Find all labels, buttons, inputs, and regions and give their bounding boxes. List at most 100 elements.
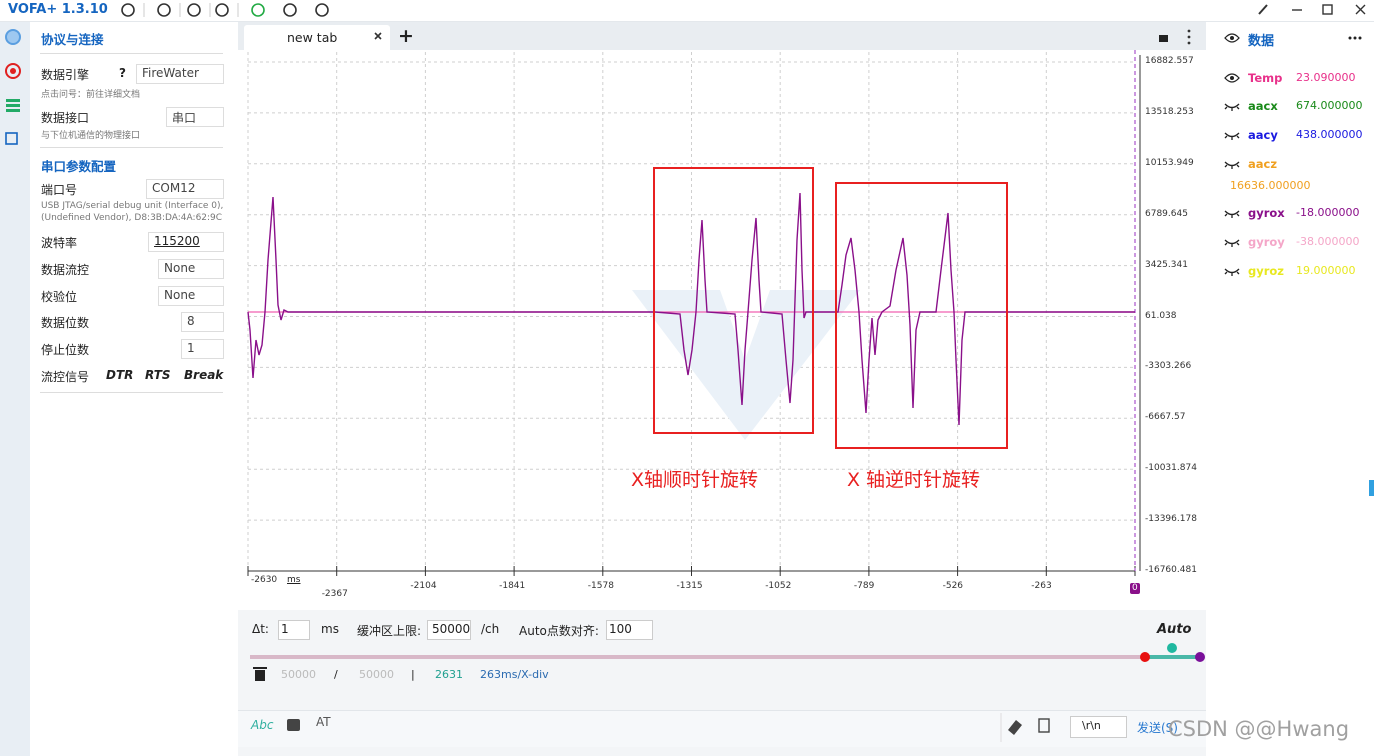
panel-menu <box>1358 36 1362 40</box>
y-tick-label: 6789.645 <box>1145 208 1188 219</box>
field-label: 波特率 <box>41 236 78 250</box>
send-bar <box>238 710 1206 747</box>
x-tick-label: -2104 <box>410 581 437 591</box>
waveform <box>247 192 1135 426</box>
y-tick-label: -6667.57 <box>1145 412 1186 423</box>
y-tick-label: -10031.874 <box>1145 463 1197 474</box>
channel-name[interactable]: gyroz <box>1248 264 1284 278</box>
dropdown-value[interactable]: 8 <box>187 314 195 328</box>
channel-value: -38.000000 <box>1296 235 1360 248</box>
panel-menu <box>1353 36 1357 40</box>
dropdown-value[interactable]: None <box>164 261 196 275</box>
dropdown[interactable] <box>181 312 224 332</box>
field-hint: (Undefined Vendor), D8:3B:DA:4A:62:9C <box>41 213 223 223</box>
spinbox-value[interactable]: 100 <box>609 622 632 636</box>
toolbar-icon <box>121 3 135 17</box>
textbox[interactable] <box>427 620 471 640</box>
channel-name[interactable]: aacy <box>1248 128 1278 142</box>
flow-signal-button[interactable]: Break <box>184 368 224 382</box>
dropdown[interactable] <box>158 259 224 279</box>
dropdown-value[interactable]: COM12 <box>152 181 196 195</box>
add-tab-button[interactable]: + <box>398 25 414 47</box>
x-tick-label: -1052 <box>765 581 792 591</box>
dropdown[interactable] <box>181 339 224 359</box>
y-tick-label: -13396.178 <box>1145 514 1197 525</box>
watermark: CSDN @@Hwang <box>1168 717 1350 741</box>
dropdown[interactable] <box>136 64 224 84</box>
dropdown-value[interactable]: FireWater <box>142 66 199 80</box>
watermark-shape <box>632 290 860 440</box>
settings-panel <box>30 22 236 756</box>
rail-record-dot <box>10 68 16 74</box>
tab-bar <box>238 22 1206 50</box>
divider <box>40 53 223 54</box>
x-tick-label: -2367 <box>321 589 348 599</box>
separator: / <box>334 668 338 681</box>
lock-icon <box>1159 35 1168 42</box>
channel-name[interactable]: gyrox <box>1248 206 1285 220</box>
textbox-value[interactable]: 50000 <box>432 622 471 636</box>
send-button[interactable]: 发送(S) <box>1137 721 1178 735</box>
dropdown[interactable] <box>148 232 224 252</box>
toolbar-icon <box>251 3 265 17</box>
range-start <box>1140 652 1150 662</box>
clear-button <box>255 670 265 681</box>
channel-name[interactable]: gyroy <box>1248 235 1285 249</box>
channel-name[interactable]: Temp <box>1248 71 1283 85</box>
send-mode-button[interactable]: Abc <box>251 718 274 732</box>
pin-button <box>1258 4 1268 15</box>
toolbar-icon <box>157 3 171 17</box>
dropdown-value[interactable]: None <box>164 288 196 302</box>
field-label: 流控信号 <box>41 370 90 384</box>
annotation: X 轴逆时针旋转 <box>847 469 981 491</box>
auto-button[interactable]: Auto <box>1157 622 1192 637</box>
annotation-box <box>835 182 1008 449</box>
channel-name[interactable]: aacx <box>1248 99 1278 113</box>
eye-closed-icon <box>1224 210 1240 218</box>
eol-dropdown[interactable] <box>1070 716 1127 738</box>
eye-open-icon <box>1224 73 1240 83</box>
send-file-icon <box>287 719 300 731</box>
eye-open-icon <box>1224 33 1240 43</box>
x-tick-label: -1578 <box>587 581 614 591</box>
rail-list <box>6 99 20 102</box>
help-button[interactable]: ? <box>119 66 126 80</box>
send-input[interactable]: AT <box>316 715 331 729</box>
buffer-used: 50000 <box>281 668 316 681</box>
erase-icon <box>1008 720 1022 735</box>
x-tick-label: 0 <box>1132 583 1138 593</box>
rail-windows <box>5 132 18 145</box>
dropdown-value[interactable]: 115200 <box>154 234 200 248</box>
tab[interactable] <box>244 25 390 50</box>
dropdown[interactable] <box>158 286 224 306</box>
flow-signal-button[interactable]: DTR <box>106 368 134 382</box>
eol-value[interactable]: \r\n <box>1082 719 1101 732</box>
spinbox-value[interactable]: 1 <box>281 622 289 636</box>
dropdown-value[interactable]: 1 <box>187 341 195 355</box>
app-title: VOFA+ 1.3.10 <box>8 2 108 17</box>
rail-list <box>6 109 20 112</box>
dropdown[interactable] <box>166 107 224 127</box>
y-tick-label: 61.038 <box>1145 310 1177 321</box>
channel-value: 23.090000 <box>1296 71 1356 84</box>
field-hint: 点击问号：前往详细文档 <box>41 90 141 100</box>
point-count: 2631 <box>435 668 463 681</box>
dropdown[interactable] <box>146 179 224 199</box>
panel-menu <box>1348 36 1352 40</box>
y-tick-label: -16760.481 <box>1145 565 1197 575</box>
channel-name[interactable]: aacz <box>1248 157 1278 171</box>
tab-menu <box>1187 29 1191 33</box>
title-bar <box>0 0 1374 22</box>
rail-connect <box>5 29 21 45</box>
control-label: Δt: <box>252 622 269 636</box>
tab-title[interactable]: new tab <box>287 30 338 45</box>
dropdown-value[interactable]: 串口 <box>172 111 197 125</box>
toolbar-icon <box>315 3 329 17</box>
spinbox[interactable] <box>606 620 653 640</box>
section-title: 串口参数配置 <box>41 159 117 174</box>
close-button <box>1355 4 1366 15</box>
flow-signal-button[interactable]: RTS <box>145 368 171 382</box>
spinbox[interactable] <box>278 620 310 640</box>
annotation: X轴顺时针旋转 <box>631 469 759 491</box>
